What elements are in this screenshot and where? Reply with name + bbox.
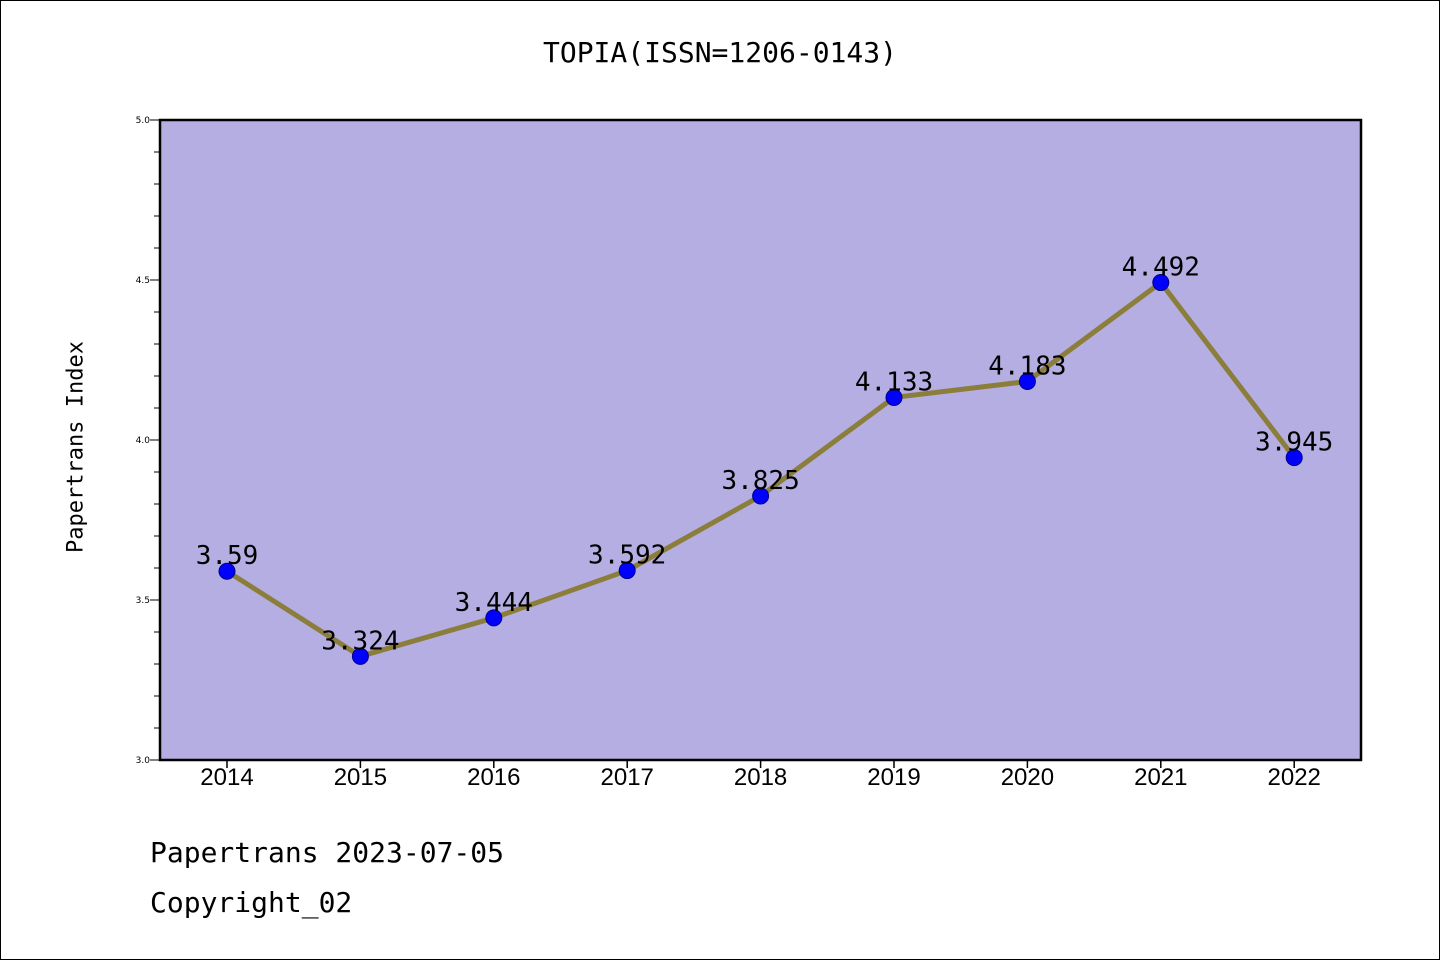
data-point — [1018, 372, 1036, 390]
data-labels: 3.59 3.324 3.444 3.592 3.825 4.133 4.183 4.492 3… — [196, 253, 1334, 657]
x-tick-label: 2018 — [734, 764, 787, 791]
x-ticks: 2014 2015 2016 2017 2018 2019 2020 2021 2022 — [200, 760, 1321, 791]
data-label: 4.183 — [988, 351, 1066, 381]
x-tick-label: 2020 — [1001, 764, 1054, 791]
data-label: 4.133 — [855, 367, 933, 397]
data-point — [618, 562, 636, 580]
plot-area — [160, 120, 1361, 760]
data-label: 3.444 — [455, 588, 533, 618]
y-tick-label: 4.0 — [136, 436, 151, 446]
y-tick-label: 5.0 — [136, 116, 151, 126]
y-ticks: 3.0 3.5 4.0 4.5 5.0 — [136, 116, 160, 766]
data-label: 3.324 — [321, 626, 399, 656]
x-tick-label: 2022 — [1268, 764, 1321, 791]
data-point — [1152, 274, 1170, 292]
x-tick-label: 2014 — [200, 764, 253, 791]
y-tick-label: 4.5 — [136, 276, 150, 286]
data-point — [351, 647, 369, 665]
data-point — [885, 388, 903, 406]
x-tick-label: 2021 — [1134, 764, 1187, 791]
data-point — [485, 609, 503, 627]
x-tick-label: 2015 — [334, 764, 387, 791]
data-point — [752, 487, 770, 505]
data-point — [218, 562, 236, 580]
x-tick-label: 2017 — [601, 764, 654, 791]
footer-copyright: Copyright_02 — [150, 886, 353, 919]
data-markers — [218, 274, 1303, 665]
data-label: 3.825 — [721, 466, 799, 496]
y-tick-label: 3.0 — [136, 756, 151, 766]
y-tick-label: 3.5 — [136, 596, 150, 606]
x-tick-label: 2019 — [867, 764, 920, 791]
x-tick-label: 2016 — [467, 764, 520, 791]
footer-date: Papertrans 2023-07-05 — [150, 836, 505, 869]
data-label: 3.59 — [196, 541, 259, 571]
plot-border — [158, 118, 1363, 762]
data-label: 3.592 — [588, 541, 666, 571]
data-label: 4.492 — [1122, 253, 1200, 283]
chart-title: TOPIA(ISSN=1206-0143) — [542, 36, 897, 69]
data-label: 3.945 — [1255, 428, 1333, 458]
data-point — [1285, 449, 1303, 467]
